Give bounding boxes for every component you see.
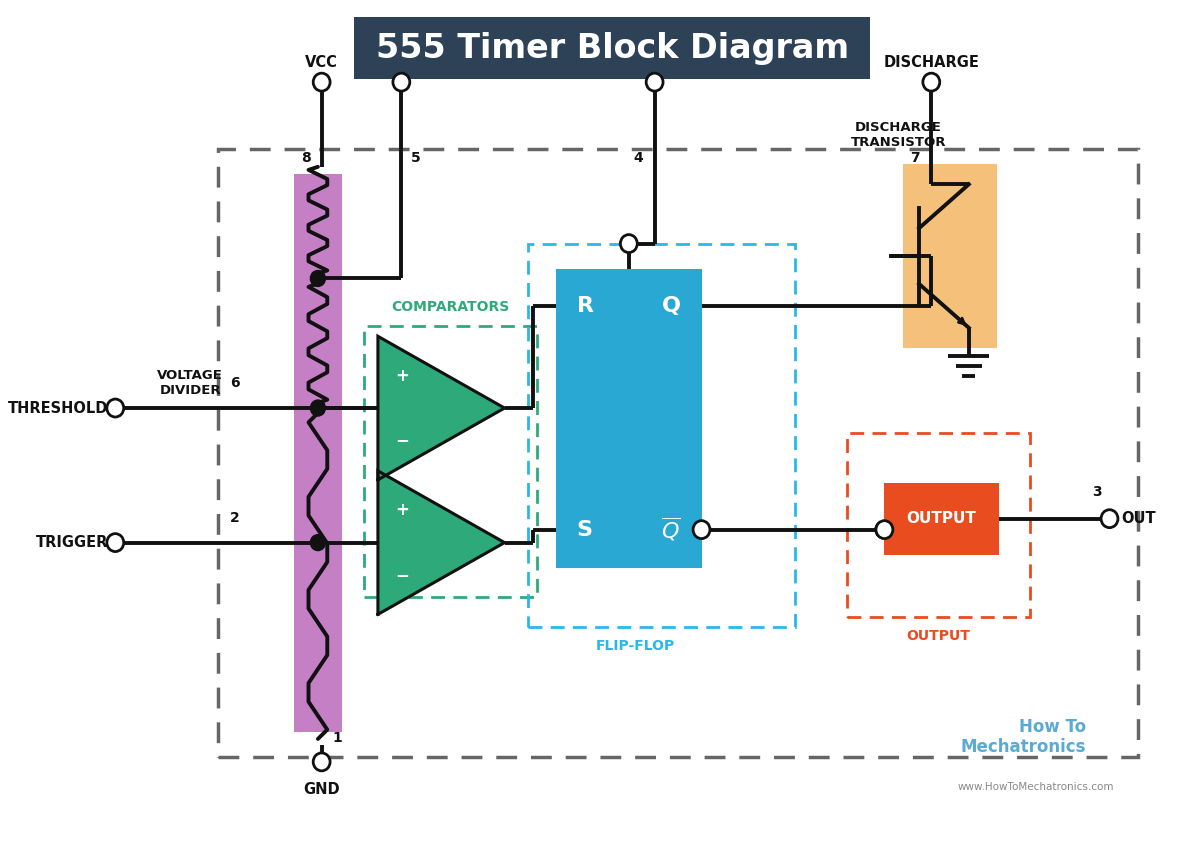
Text: 6: 6	[229, 376, 239, 390]
Circle shape	[311, 534, 325, 550]
Text: OUTPUT: OUTPUT	[906, 630, 971, 643]
FancyBboxPatch shape	[556, 269, 702, 567]
Circle shape	[392, 73, 410, 91]
Circle shape	[694, 521, 710, 539]
Text: VCC: VCC	[305, 55, 338, 70]
Text: 1: 1	[332, 731, 343, 745]
Circle shape	[313, 753, 330, 771]
Circle shape	[313, 73, 330, 91]
Text: 555 Timer Block Diagram: 555 Timer Block Diagram	[376, 32, 848, 65]
Text: COMPARATORS: COMPARATORS	[391, 300, 510, 314]
Circle shape	[107, 399, 124, 417]
Circle shape	[923, 73, 940, 91]
Circle shape	[1102, 510, 1118, 528]
Text: 5: 5	[410, 151, 420, 165]
Polygon shape	[378, 471, 504, 615]
Circle shape	[876, 521, 893, 539]
Text: +: +	[395, 502, 409, 519]
Text: VOLTAGE
DIVIDER: VOLTAGE DIVIDER	[157, 369, 223, 397]
Text: S: S	[577, 519, 593, 540]
Text: DISCHARGE: DISCHARGE	[883, 55, 979, 70]
Polygon shape	[378, 336, 504, 480]
Circle shape	[646, 73, 664, 91]
Circle shape	[311, 271, 325, 287]
Circle shape	[311, 400, 325, 416]
FancyBboxPatch shape	[354, 18, 870, 79]
Text: RESET: RESET	[629, 55, 680, 70]
Text: DISCHARGE
TRANSISTOR: DISCHARGE TRANSISTOR	[851, 121, 947, 149]
Text: THRESHOLD: THRESHOLD	[7, 400, 108, 416]
FancyBboxPatch shape	[904, 164, 997, 348]
Text: FLIP-FLOP: FLIP-FLOP	[595, 639, 674, 653]
Text: CONTROL
VOLTAGE: CONTROL VOLTAGE	[362, 38, 440, 70]
Text: How To
Mechatronics: How To Mechatronics	[960, 717, 1086, 756]
FancyBboxPatch shape	[884, 483, 998, 555]
Text: Q: Q	[662, 297, 680, 316]
Text: $\overline{Q}$: $\overline{Q}$	[661, 516, 680, 543]
Text: −: −	[395, 566, 409, 584]
Text: 7: 7	[911, 151, 920, 165]
Text: 2: 2	[229, 511, 240, 524]
Circle shape	[620, 234, 637, 253]
Text: TRIGGER: TRIGGER	[36, 535, 108, 550]
Circle shape	[107, 534, 124, 551]
Text: GND: GND	[304, 781, 340, 797]
Text: www.HowToMechatronics.com: www.HowToMechatronics.com	[958, 781, 1114, 792]
Text: OUT: OUT	[1121, 511, 1156, 526]
Circle shape	[875, 522, 890, 538]
Text: 3: 3	[1092, 485, 1102, 499]
Text: 8: 8	[301, 151, 311, 165]
FancyBboxPatch shape	[294, 174, 342, 732]
Text: OUTPUT: OUTPUT	[907, 511, 977, 526]
Text: +: +	[395, 367, 409, 384]
Text: 4: 4	[634, 151, 643, 165]
Text: R: R	[577, 297, 594, 316]
Text: −: −	[395, 432, 409, 449]
